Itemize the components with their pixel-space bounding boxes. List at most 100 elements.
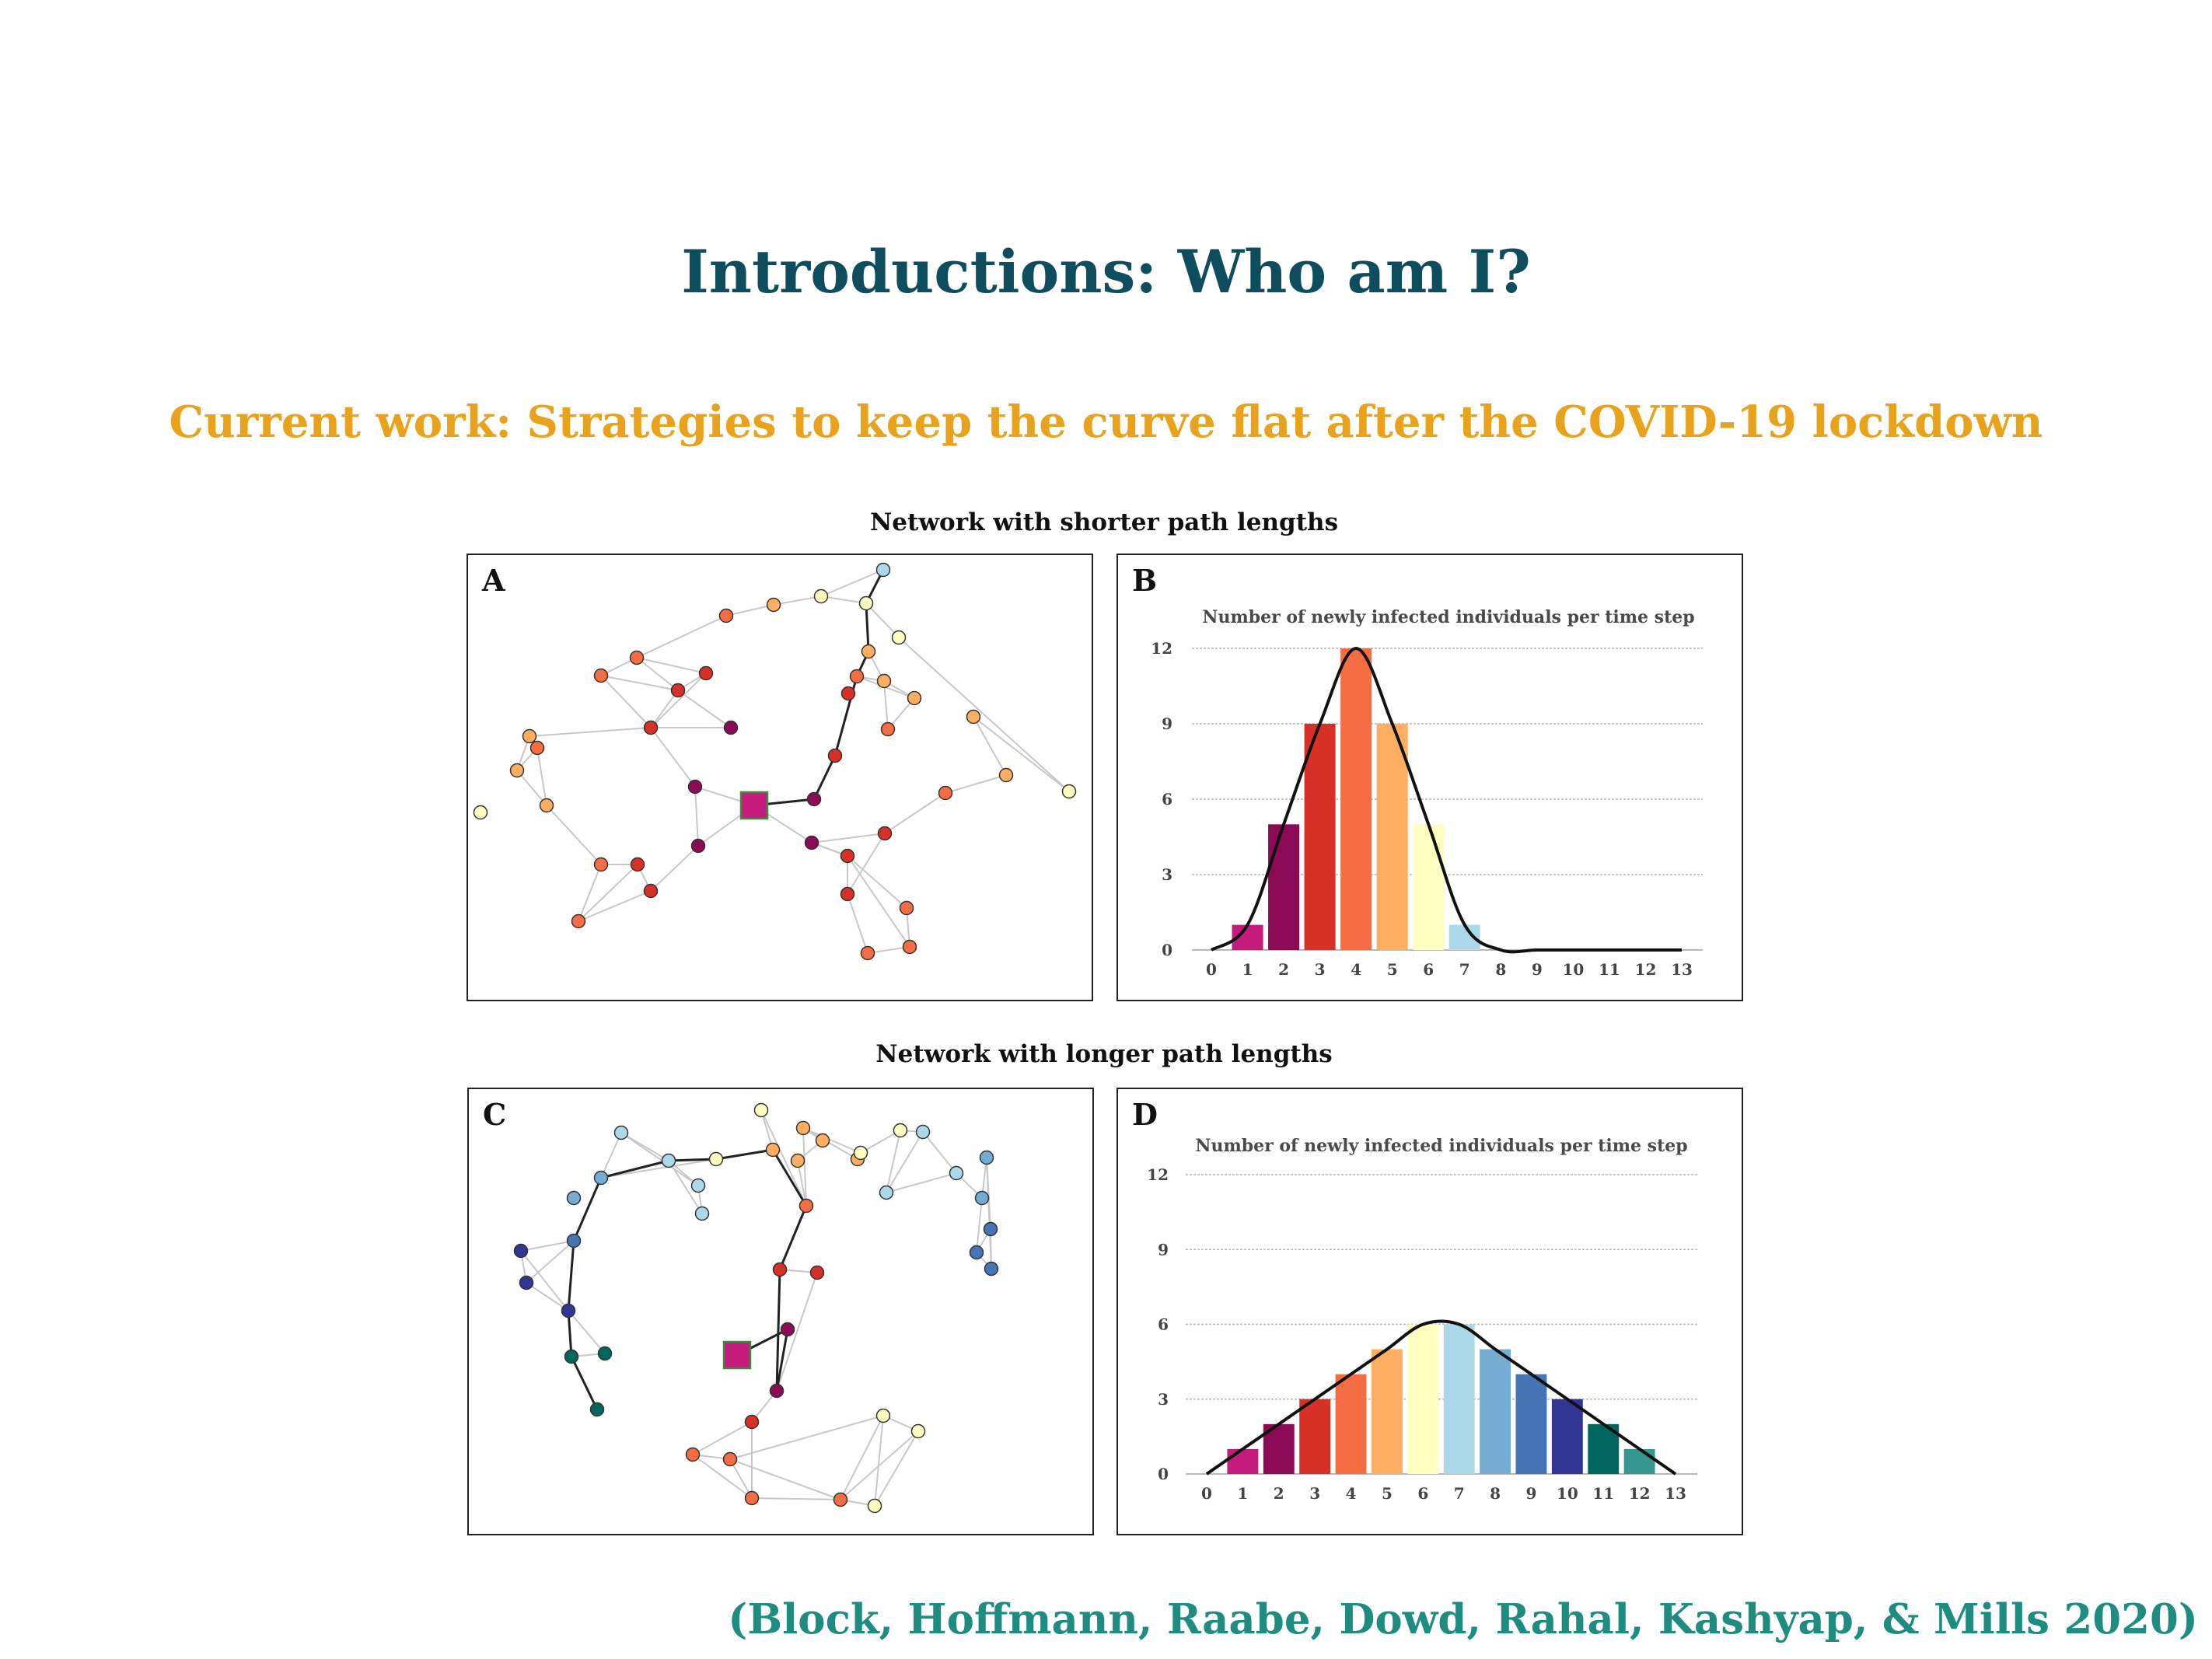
network-node	[815, 1133, 830, 1148]
network-edge	[802, 1127, 861, 1154]
network-node	[589, 1402, 605, 1417]
network-node	[880, 721, 896, 737]
x-tick-label: 8	[1495, 960, 1506, 979]
network-node	[744, 1490, 760, 1506]
x-tick-label: 1	[1237, 1484, 1248, 1503]
y-tick-label: 9	[1162, 714, 1172, 733]
x-tick-label: 3	[1309, 1484, 1320, 1503]
bar	[1376, 724, 1408, 950]
network-edge	[600, 1158, 717, 1179]
panel-b-chart: Number of newly infected individuals per…	[1116, 554, 1743, 1001]
network-edge	[847, 855, 910, 948]
bar	[1443, 1324, 1475, 1474]
network-edge	[526, 1282, 569, 1311]
panel-a-network: A	[467, 554, 1093, 1001]
network-node	[827, 748, 843, 763]
network-node	[861, 644, 876, 659]
trend-curve	[1210, 646, 1682, 954]
network-edge	[650, 672, 707, 728]
bar	[1623, 1448, 1655, 1474]
network-node	[806, 791, 822, 807]
network-edge	[811, 833, 886, 843]
y-tick-label: 12	[1151, 639, 1172, 658]
network-node	[566, 1233, 582, 1249]
network-edge	[692, 1454, 753, 1499]
citation: (Block, Hoffmann, Raabe, Dowd, Rahal, Ka…	[728, 1595, 2198, 1643]
x-tick-label: 0	[1201, 1484, 1212, 1503]
bar	[1304, 724, 1336, 950]
x-tick-label: 13	[1665, 1484, 1686, 1503]
x-tick-label: 5	[1382, 1484, 1393, 1503]
bar	[1268, 824, 1300, 950]
bar	[1227, 1448, 1259, 1474]
network-edge	[874, 1415, 884, 1507]
network-node	[915, 1124, 931, 1140]
network-node	[473, 805, 488, 820]
network-node	[840, 686, 856, 701]
network-node	[685, 1447, 701, 1462]
y-tick-label: 6	[1162, 790, 1172, 809]
network-edge	[760, 1109, 807, 1207]
network-edge	[600, 1132, 622, 1179]
network-node	[629, 650, 645, 665]
transmission-edge	[775, 1269, 781, 1392]
network-node	[907, 690, 922, 706]
network-edge	[847, 833, 886, 895]
network-edge	[874, 1430, 919, 1507]
network-node	[753, 1102, 769, 1118]
network-node	[974, 1190, 990, 1206]
network-edge	[773, 595, 822, 606]
network-edge	[578, 864, 602, 922]
x-tick-label: 13	[1671, 960, 1693, 979]
network-edge	[650, 727, 696, 788]
network-node	[539, 798, 554, 813]
network-edge	[677, 690, 732, 728]
network-edge	[847, 855, 907, 909]
transmission-edge	[572, 1177, 603, 1242]
network-node	[780, 1322, 795, 1337]
network-node	[809, 1265, 825, 1280]
network-node	[529, 740, 545, 756]
network-diagram-c	[513, 1102, 999, 1514]
network-node	[879, 1185, 894, 1200]
x-tick-label: 7	[1459, 960, 1470, 979]
transmission-edge	[778, 1205, 808, 1270]
network-edge	[860, 1130, 901, 1154]
x-tick-label: 3	[1315, 960, 1326, 979]
chart-b-svg: Number of newly infected individuals per…	[1151, 607, 1703, 979]
x-tick-label: 6	[1417, 1484, 1428, 1503]
network-node	[840, 886, 855, 902]
network-edge	[797, 1160, 807, 1207]
network-edge	[725, 604, 774, 616]
bar	[1480, 1349, 1511, 1474]
network-node	[858, 595, 874, 611]
network-edge	[636, 657, 707, 674]
network-node	[718, 608, 734, 623]
network-node	[766, 597, 781, 613]
bar	[1413, 824, 1445, 950]
network-diagram-a	[473, 562, 1077, 961]
network-node	[522, 728, 537, 744]
panel-b-letter: B	[1132, 563, 1158, 598]
network-node	[795, 1120, 811, 1136]
chart-d-svg: Number of newly infected individuals per…	[1147, 1136, 1697, 1503]
network-node	[670, 683, 686, 698]
section-heading-longer: Network with longer path lengths	[875, 1040, 1333, 1068]
network-edge	[636, 615, 727, 658]
network-node	[798, 1198, 814, 1214]
network-node	[840, 848, 855, 864]
bar	[1299, 1399, 1331, 1474]
x-tick-label: 10	[1562, 960, 1584, 979]
x-tick-label: 2	[1274, 1484, 1284, 1503]
network-edge	[729, 1458, 841, 1500]
panel-c-network: C	[467, 1088, 1094, 1535]
x-tick-label: 6	[1423, 960, 1434, 979]
network-node	[513, 1243, 529, 1259]
network-node	[969, 1245, 984, 1260]
y-tick-label: 12	[1147, 1165, 1169, 1184]
transmission-edge	[865, 602, 870, 652]
bar	[1515, 1374, 1547, 1474]
network-edge	[520, 1250, 569, 1311]
network-node	[769, 1383, 785, 1399]
seed-node	[739, 791, 769, 820]
